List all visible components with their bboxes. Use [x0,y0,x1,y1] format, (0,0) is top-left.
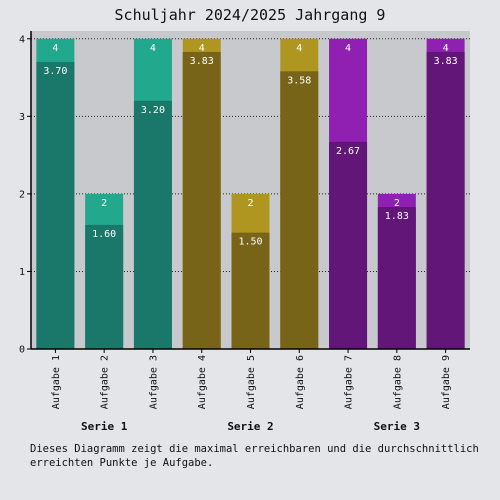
bar-average [85,224,124,349]
y-tick-label: 4 [19,34,25,45]
x-tick-label: Aufgabe 5 [246,355,257,409]
x-tick-label: Aufgabe 8 [392,355,403,409]
bar-average [377,207,416,349]
data-label-average: 3.83 [434,56,458,67]
x-tick-label: Aufgabe 1 [51,355,62,409]
chart-caption: Dieses Diagramm zeigt die maximal erreic… [30,443,479,469]
bar-average [280,71,319,349]
chart-title: Schuljahr 2024/2025 Jahrgang 9 [115,6,386,24]
data-label-average: 1.83 [385,211,409,222]
x-tick-label: Aufgabe 4 [197,355,208,409]
data-label-max: 2 [394,198,400,209]
bar-average [36,62,75,350]
bar-average [231,232,270,349]
data-label-average: 2.67 [336,146,360,157]
y-tick-label: 3 [19,112,25,123]
y-tick-label: 1 [19,267,25,278]
data-label-average: 3.20 [141,105,165,116]
bar-average [329,141,368,349]
data-label-max: 4 [150,43,156,54]
data-label-max: 4 [443,43,449,54]
data-label-max: 4 [199,43,205,54]
axes [27,31,470,353]
y-tick-label: 2 [19,189,25,200]
x-tick-label: Aufgabe 6 [295,355,306,409]
data-label-max: 4 [52,43,58,54]
data-label-max: 4 [296,43,302,54]
data-label-average: 3.58 [287,75,311,86]
x-tick-label: Aufgabe 7 [344,355,355,409]
y-tick-label: 0 [19,345,25,356]
group-label: Serie 2 [227,420,273,433]
x-tick-label: Aufgabe 9 [441,355,452,409]
data-label-max: 2 [101,198,107,209]
data-label-average: 3.70 [43,66,67,77]
data-label-average: 3.83 [190,56,214,67]
labels: 0 1 2 3 4 4 3.70 Aufgabe 1 2 1.60 Aufgabe 2 4 3.20 Au… [19,34,458,433]
data-label-average: 1.50 [238,237,262,248]
bars [36,38,465,350]
bar-chart: Schuljahr 2024/2025 Jahrgang 9 0 1 2 3 4 4 3.7… [19,6,470,433]
group-label: Serie 1 [81,420,128,433]
data-label-max: 4 [345,43,351,54]
x-tick-label: Aufgabe 3 [148,355,159,409]
x-tick-label: Aufgabe 2 [100,355,111,409]
bar-average [133,100,172,350]
bar-average [182,51,221,349]
bar-average [426,51,465,349]
data-label-max: 2 [247,198,253,209]
group-label: Serie 3 [374,420,420,433]
data-label-average: 1.60 [92,229,116,240]
